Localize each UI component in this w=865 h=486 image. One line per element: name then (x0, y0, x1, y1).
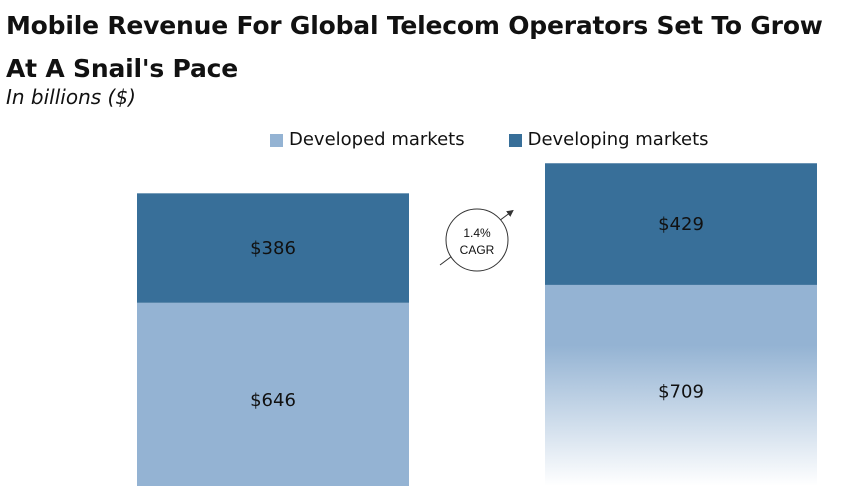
bar-developed-2 (545, 284, 817, 486)
cagr-value: 1.4% (463, 226, 491, 240)
cagr-label: CAGR (460, 243, 495, 257)
chart-title: Mobile Revenue For Global Telecom Operat… (6, 11, 823, 83)
cagr-annotation: 1.4% CAGR (439, 208, 514, 272)
bar-developing-1 (137, 193, 409, 303)
data-label-developed-1: $646 (250, 390, 296, 411)
legend-label-developing: Developing markets (527, 129, 709, 150)
cagr-circle (445, 208, 509, 272)
data-label-developed-2: $709 (658, 381, 704, 402)
chart-subtitle: In billions ($) (6, 85, 136, 109)
data-label-developing-1: $386 (250, 238, 296, 259)
bar-developed-1 (137, 302, 409, 486)
data-label-developing-2: $429 (658, 214, 704, 235)
chart-legend: Developed markets Developing markets (270, 128, 753, 152)
legend-swatch-developing (508, 133, 522, 147)
legend-label-developed: Developed markets (289, 129, 465, 150)
legend-item-developed: Developed markets (270, 128, 465, 152)
legend-item-developing: Developing markets (508, 128, 709, 152)
legend-swatch-developed (270, 133, 283, 147)
bar-developing-2 (545, 163, 817, 285)
bars-group: $646 $386 $709 $429 (137, 163, 817, 486)
